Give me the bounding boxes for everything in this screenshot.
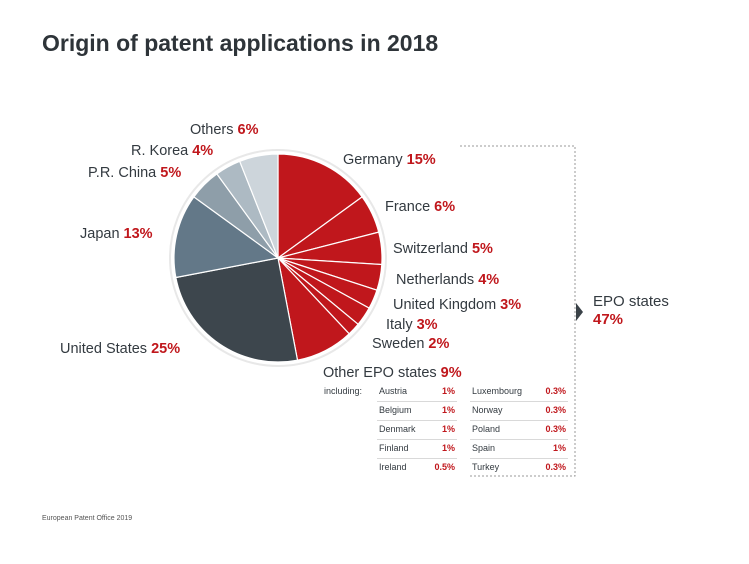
breakdown-row: Denmark 1% [377,421,457,440]
label-germany: Germany 15% [343,152,436,168]
breakdown-row: Austria 1% [377,383,457,402]
chart-title: Origin of patent applications in 2018 [42,30,439,56]
label-netherlands: Netherlands 4% [396,272,500,288]
pie-slice-united-states [175,257,299,363]
pie-slice-japan [173,196,280,279]
label-japan: Japan 13% [80,226,153,242]
breakdown-row: Poland 0.3% [470,421,568,440]
breakdown-row: Turkey 0.3% [472,462,566,472]
epo-states-value: 47% [593,311,624,328]
epo-bracket-line [460,145,576,477]
label-r-korea: R. Korea 4% [131,143,214,159]
breakdown-row: Spain 1% [470,440,568,459]
epo-bracket [460,145,583,477]
label-united-states: United States 25% [60,341,181,357]
epo-states-label: EPO states 47% [593,293,669,329]
label-france: France 6% [385,199,456,215]
breakdown-row: Luxembourg 0.3% [470,383,568,402]
label-italy: Italy 3% [386,317,438,333]
breakdown-column-2: Luxembourg 0.3% Norway 0.3% Poland 0.3% Spa… [470,383,568,477]
epo-states-name: EPO states [593,293,669,310]
breakdown-row: Norway 0.3% [470,402,568,421]
label-pr-china: P.R. China 5% [88,165,182,181]
label-other-epo-states: Other EPO states 9% [323,365,462,381]
breakdown-row: Ireland 0.5% [379,462,455,472]
breakdown-column-1: Austria 1% Belgium 1% Denmark 1% Finland 1% … [377,383,457,477]
pie-slice-germany [277,153,363,260]
breakdown-intro: including: [324,386,363,396]
label-sweden: Sweden 2% [372,336,450,352]
label-switzerland: Switzerland 5% [393,241,493,257]
pie-slice-others [238,153,279,259]
footer-source: European Patent Office 2019 [42,515,133,522]
label-united-kingdom: United Kingdom 3% [393,297,522,313]
label-others: Others 6% [190,122,259,138]
breakdown-row: Finland 1% [377,440,457,459]
epo-bracket-arrow [576,303,583,321]
breakdown-row: Belgium 1% [377,402,457,421]
